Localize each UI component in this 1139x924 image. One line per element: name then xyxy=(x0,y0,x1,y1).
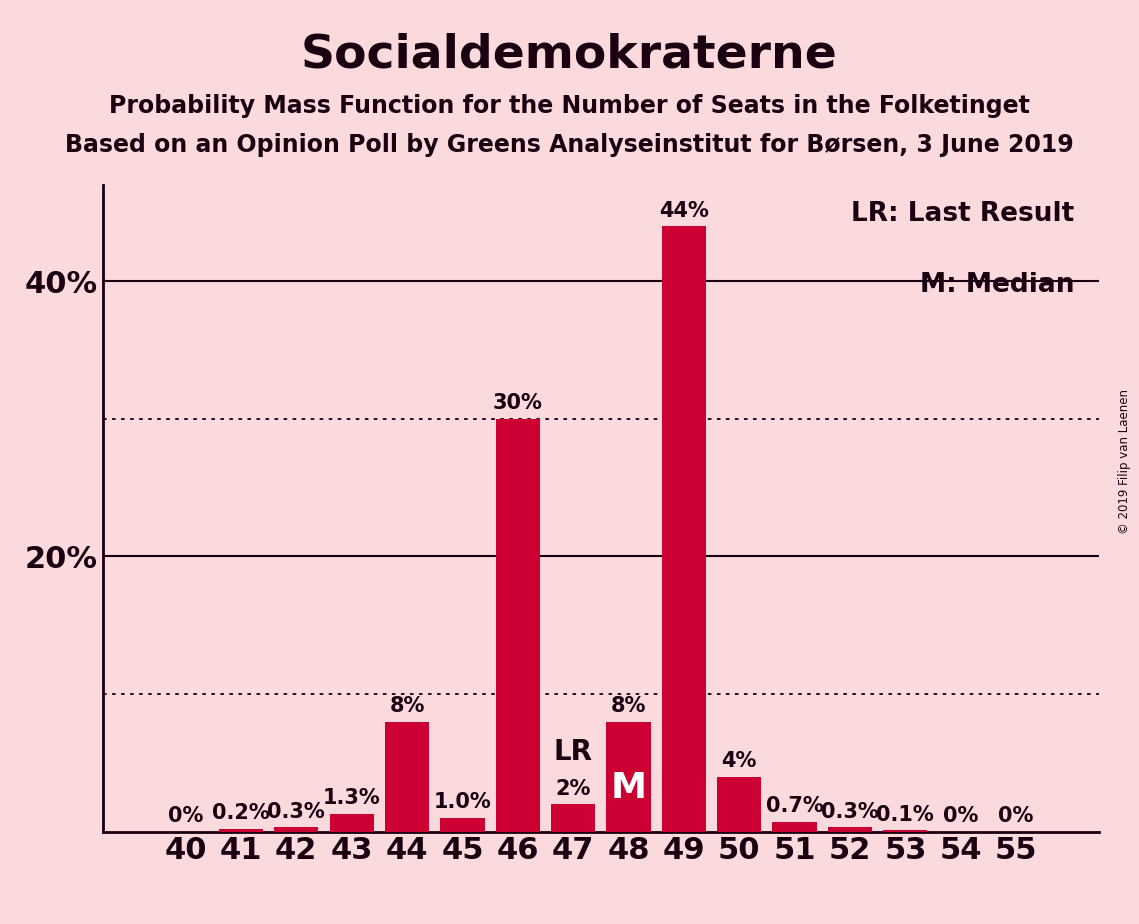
Text: 1.0%: 1.0% xyxy=(434,793,491,812)
Text: 0.3%: 0.3% xyxy=(268,802,325,822)
Text: LR: LR xyxy=(554,737,592,766)
Bar xyxy=(219,829,263,832)
Text: 0.2%: 0.2% xyxy=(212,803,270,823)
Text: Based on an Opinion Poll by Greens Analyseinstitut for Børsen, 3 June 2019: Based on an Opinion Poll by Greens Analy… xyxy=(65,133,1074,157)
Text: 8%: 8% xyxy=(390,696,425,716)
Text: M: M xyxy=(611,771,647,805)
Text: 44%: 44% xyxy=(659,201,708,221)
Text: 2%: 2% xyxy=(556,779,591,798)
Text: 1.3%: 1.3% xyxy=(322,788,380,808)
Text: 0.7%: 0.7% xyxy=(765,796,823,817)
Bar xyxy=(495,419,540,832)
Text: LR: Last Result: LR: Last Result xyxy=(851,201,1074,227)
Bar xyxy=(441,818,484,832)
Text: 0.1%: 0.1% xyxy=(877,805,934,825)
Bar xyxy=(883,831,927,832)
Bar xyxy=(329,814,374,832)
Text: Socialdemokraterne: Socialdemokraterne xyxy=(301,32,838,78)
Text: 0%: 0% xyxy=(167,806,203,826)
Text: Probability Mass Function for the Number of Seats in the Folketinget: Probability Mass Function for the Number… xyxy=(109,94,1030,118)
Text: 0%: 0% xyxy=(999,806,1034,826)
Text: 0.3%: 0.3% xyxy=(821,802,879,822)
Bar xyxy=(551,804,596,832)
Bar xyxy=(662,226,706,832)
Text: © 2019 Filip van Laenen: © 2019 Filip van Laenen xyxy=(1118,390,1131,534)
Text: 30%: 30% xyxy=(493,394,542,413)
Text: 4%: 4% xyxy=(721,751,757,771)
Text: 8%: 8% xyxy=(611,696,646,716)
Bar xyxy=(606,722,650,832)
Bar xyxy=(828,828,872,832)
Bar xyxy=(385,722,429,832)
Bar xyxy=(274,828,319,832)
Bar xyxy=(772,822,817,832)
Bar xyxy=(718,776,761,832)
Text: M: Median: M: Median xyxy=(919,272,1074,298)
Text: 0%: 0% xyxy=(943,806,978,826)
